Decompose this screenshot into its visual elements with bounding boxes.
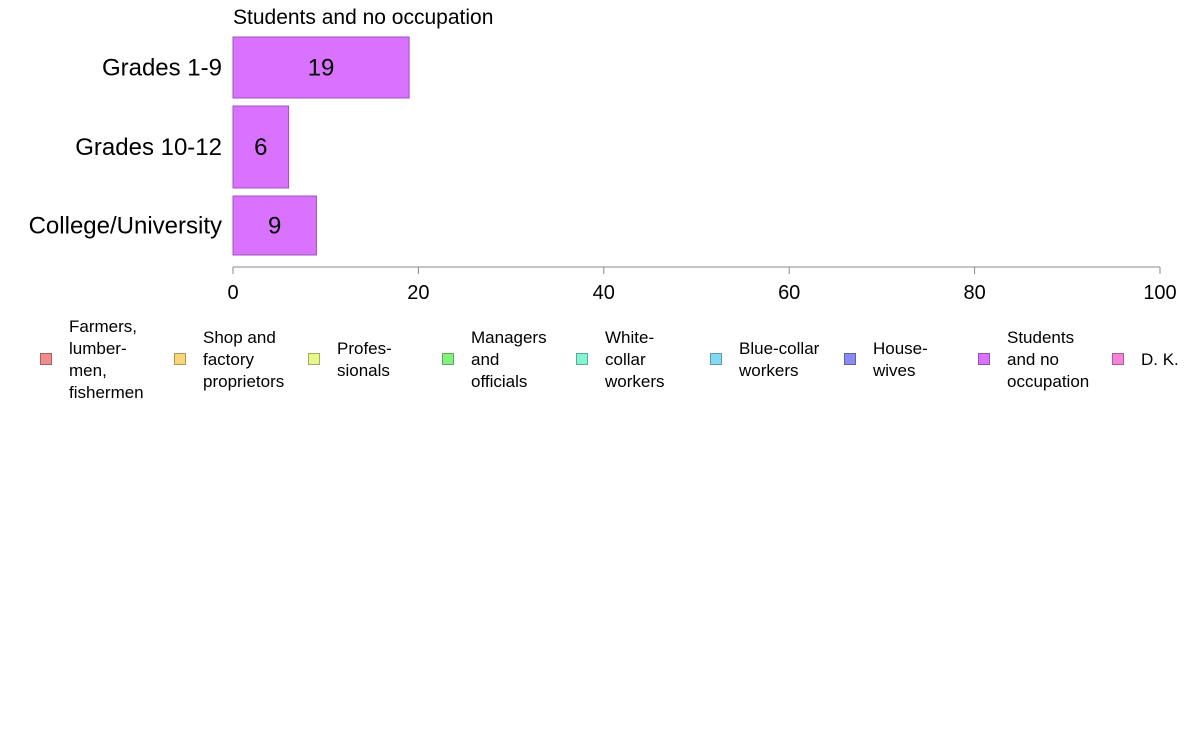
data-label: 19: [308, 55, 335, 82]
legend-item: Shop and factory proprietors: [174, 316, 308, 404]
legend-item: Blue-collar workers: [710, 316, 844, 404]
legend-item: Profes- sionals: [308, 316, 442, 404]
legend-swatch: [1112, 353, 1124, 365]
bar: [232, 36, 410, 99]
legend-label: House- wives: [873, 339, 928, 380]
legend-swatch: [844, 353, 856, 365]
x-tick-label: 80: [963, 282, 985, 304]
bar: [232, 195, 317, 256]
bar: [232, 105, 290, 189]
legend-swatch: [442, 353, 454, 365]
legend-swatch: [308, 353, 320, 365]
x-tick-label: 100: [1143, 282, 1176, 304]
legend-label: Farmers, lumber- men, fishermen: [69, 317, 144, 402]
category-label: Grades 1-9: [102, 55, 222, 82]
category-label: College/University: [29, 213, 222, 240]
legend-swatch: [40, 353, 52, 365]
legend-label: White- collar workers: [605, 328, 665, 391]
legend-item: House- wives: [844, 316, 978, 404]
x-tick-label: 20: [407, 282, 429, 304]
legend-label: Profes- sionals: [337, 339, 392, 380]
legend-swatch: [174, 353, 186, 365]
legend-label: Managers and officials: [471, 328, 547, 391]
legend-swatch: [576, 353, 588, 365]
legend-item: D. K.: [1112, 316, 1188, 404]
legend-swatch: [710, 353, 722, 365]
legend-item: White- collar workers: [576, 316, 710, 404]
legend-item: Farmers, lumber- men, fishermen: [40, 316, 174, 404]
legend-label: Students and no occupation: [1007, 328, 1090, 391]
bar-chart: Students and no occupation Grades 1-9 19G…: [29, 6, 1177, 304]
x-tick-label: 0: [227, 282, 238, 304]
category-label: Grades 10-12: [75, 134, 222, 161]
chart-title: Students and no occupation: [233, 6, 493, 29]
x-axis: 0 20 40 60 80 100: [227, 266, 1177, 304]
legend-item: Managers and officials: [442, 316, 576, 404]
x-tick-label: 40: [593, 282, 615, 304]
data-label: 6: [254, 134, 267, 161]
legend-swatch: [978, 353, 990, 365]
legend-label: D. K.: [1141, 350, 1179, 369]
legend-item: Students and no occupation: [978, 316, 1112, 404]
x-tick-label: 60: [778, 282, 800, 304]
legend-label: Blue-collar workers: [739, 339, 820, 380]
bars-group: Grades 1-9 19 Grades 10-12 6 College/Univers…: [29, 36, 410, 256]
legend-label: Shop and factory proprietors: [203, 328, 285, 391]
data-label: 9: [268, 213, 281, 240]
